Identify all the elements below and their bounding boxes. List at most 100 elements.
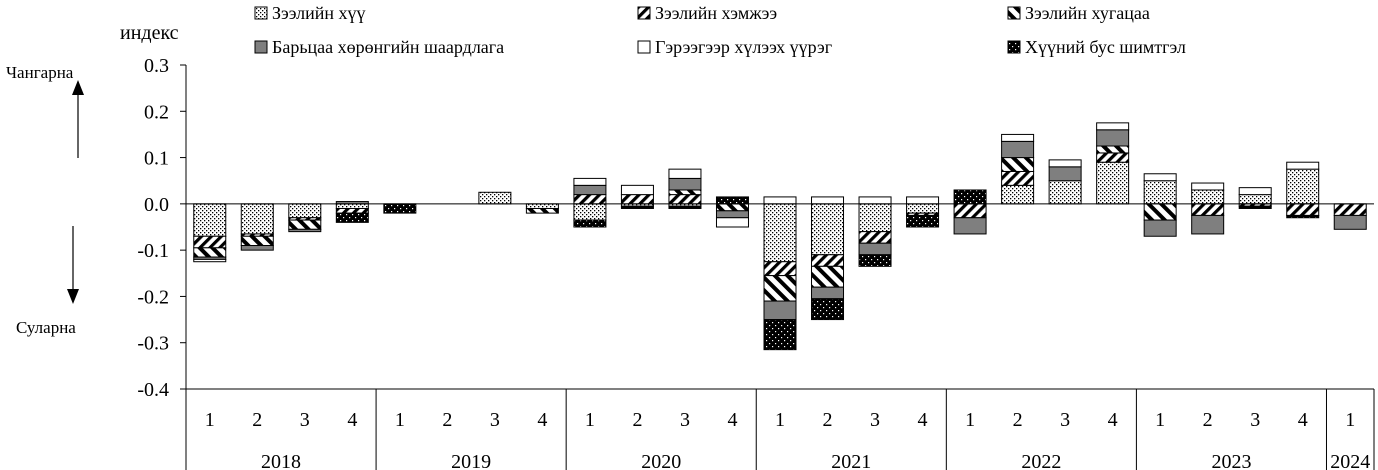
bar-segment-black (1238, 205, 1272, 209)
legend-swatch (637, 6, 651, 20)
x-tick-label: 1 (965, 409, 975, 431)
x-tick-label: 3 (870, 409, 880, 431)
legend-swatch (637, 40, 651, 54)
x-tick-label: 4 (918, 409, 928, 431)
legend-swatch (254, 40, 268, 54)
x-year-label: 2021 (831, 451, 871, 470)
x-tick-label: 1 (585, 409, 595, 431)
bar-segment-dots (1143, 180, 1177, 205)
bar-segment-gray (953, 217, 987, 235)
bar-segment-diag-right (715, 203, 749, 212)
bar-segment-white (763, 196, 797, 205)
bar-segment-gray (858, 242, 892, 256)
bar-segment-gray (763, 300, 797, 321)
x-axis: 1 2 3 4 1 2 3 4 1 2 3 4 1 2 3 4 1 2 3 4 1 2 3 4 1 2018 2019 2020 202… (185, 388, 1375, 470)
x-tick-label: 2 (252, 409, 262, 431)
bar-segment-gray (573, 184, 607, 196)
bar-segment-gray (1048, 166, 1082, 182)
bar-segment-white (715, 217, 749, 228)
y-tick-label: -0.1 (137, 240, 169, 262)
bar-segment-gray (1001, 140, 1035, 159)
x-tick-label: 1 (395, 409, 405, 431)
bar-segment-diag-left (763, 261, 797, 277)
bar-segment-white (1191, 182, 1225, 191)
bar-segment-diag-right (288, 219, 322, 230)
bars (186, 122, 1374, 351)
bar-segment-gray (288, 228, 322, 233)
bar-segment-black (573, 219, 607, 228)
x-year-label: 2022 (1021, 451, 1061, 470)
bar-segment-gray (1096, 129, 1130, 147)
bar-segment-gray (1191, 214, 1225, 235)
bar-segment-diag-left (1001, 170, 1035, 186)
x-tick-label: 1 (775, 409, 785, 431)
down-arrow (67, 226, 79, 304)
bar-segment-black (953, 189, 987, 205)
bar-segment-dots (811, 203, 845, 256)
bar-segment-dots (240, 203, 274, 235)
bar-segment-white (1096, 122, 1130, 131)
bar-segment-white (1001, 133, 1035, 142)
bar-segment-diag-right (1001, 157, 1035, 172)
bar-segment-diag-left (620, 194, 654, 205)
x-tick-label: 3 (680, 409, 690, 431)
legend-label: Гэрээгээр хүлээх үүрэг (655, 37, 832, 57)
bar-segment-white (573, 177, 607, 186)
bar-segment-black (383, 203, 417, 214)
bar-segment-dots (1048, 180, 1082, 205)
bar-segment-white (811, 196, 845, 205)
bar-segment-black (335, 212, 369, 223)
legend-label: Зээлийн хүү (272, 3, 366, 23)
x-year-label: 2024 (1330, 451, 1370, 470)
legend-swatch (1007, 40, 1021, 54)
bar-segment-gray (1333, 214, 1367, 230)
legend-label: Хүүний бус шимтгэл (1025, 37, 1186, 57)
bar-segment-black (858, 254, 892, 267)
up-label: Чангарна (6, 63, 74, 82)
bar-segment-white (668, 168, 702, 179)
bar-segment-dots (906, 203, 940, 214)
bar-segment-white (620, 184, 654, 196)
x-tick-label: 3 (1250, 409, 1260, 431)
bar-segment-black (620, 205, 654, 209)
x-tick-label: 4 (347, 409, 357, 431)
legend-label: Зээлийн хэмжээ (655, 3, 777, 23)
up-arrow (72, 80, 84, 158)
x-year-label: 2018 (261, 451, 301, 470)
bar-segment-diag-left (335, 207, 369, 214)
x-year-label: 2019 (451, 451, 491, 470)
bar-segment-white (1143, 173, 1177, 182)
bar-segment-white (1048, 159, 1082, 168)
bar-segment-white (1238, 187, 1272, 196)
bar-segment-dots (573, 203, 607, 221)
bar-segment-white (858, 196, 892, 205)
x-year-label: 2020 (641, 451, 681, 470)
bar-segment-diag-left (1286, 203, 1320, 216)
bar-segment-diag-left (668, 194, 702, 205)
bar-segment-diag-right (1096, 145, 1130, 154)
y-tick-label: -0.4 (137, 379, 169, 401)
bar-segment-diag-right (1143, 203, 1177, 221)
bar-segment-diag-right (811, 265, 845, 288)
bar-segment-dots (525, 203, 559, 209)
bar-segment-dots (1001, 184, 1035, 205)
y-axis-title: индекс (120, 22, 179, 44)
bar-segment-gray (668, 177, 702, 191)
bar-segment-black (763, 319, 797, 351)
bar-segment-diag-left (1191, 203, 1225, 216)
bar-segment-dots (763, 203, 797, 263)
bar-segment-dots (1286, 168, 1320, 205)
x-tick-label: 1 (1155, 409, 1165, 431)
bar-segment-dots (288, 203, 322, 219)
y-tick-label: 0.3 (144, 55, 169, 77)
bar-segment-dots (335, 203, 369, 209)
bar-segment-diag-left (193, 235, 227, 249)
x-tick-label: 2 (442, 409, 452, 431)
bar-segment-diag-right (193, 247, 227, 258)
x-tick-label: 2 (1013, 409, 1023, 431)
bar-segment-diag-left (858, 231, 892, 244)
y-tick-label: 0.0 (144, 194, 169, 216)
x-tick-label: 4 (727, 409, 737, 431)
bar-segment-dots (193, 203, 227, 237)
